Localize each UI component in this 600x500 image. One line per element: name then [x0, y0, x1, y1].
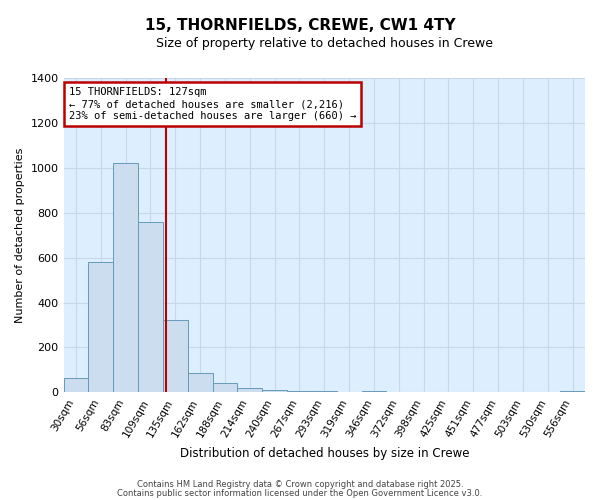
- Bar: [560, 391, 585, 392]
- Title: Size of property relative to detached houses in Crewe: Size of property relative to detached ho…: [156, 38, 493, 51]
- Text: Contains public sector information licensed under the Open Government Licence v3: Contains public sector information licen…: [118, 489, 482, 498]
- Bar: [238, 388, 262, 392]
- Bar: [188, 373, 212, 392]
- Bar: [312, 391, 337, 392]
- Text: 15, THORNFIELDS, CREWE, CW1 4TY: 15, THORNFIELDS, CREWE, CW1 4TY: [145, 18, 455, 32]
- Bar: [362, 391, 386, 392]
- Bar: [64, 378, 88, 392]
- Bar: [287, 391, 312, 392]
- Text: Contains HM Land Registry data © Crown copyright and database right 2025.: Contains HM Land Registry data © Crown c…: [137, 480, 463, 489]
- Bar: [262, 390, 287, 392]
- Bar: [212, 384, 238, 392]
- Bar: [88, 262, 113, 392]
- Y-axis label: Number of detached properties: Number of detached properties: [15, 148, 25, 323]
- Bar: [113, 164, 138, 392]
- X-axis label: Distribution of detached houses by size in Crewe: Distribution of detached houses by size …: [179, 447, 469, 460]
- Text: 15 THORNFIELDS: 127sqm
← 77% of detached houses are smaller (2,216)
23% of semi-: 15 THORNFIELDS: 127sqm ← 77% of detached…: [69, 88, 356, 120]
- Bar: [138, 222, 163, 392]
- Bar: [163, 320, 188, 392]
